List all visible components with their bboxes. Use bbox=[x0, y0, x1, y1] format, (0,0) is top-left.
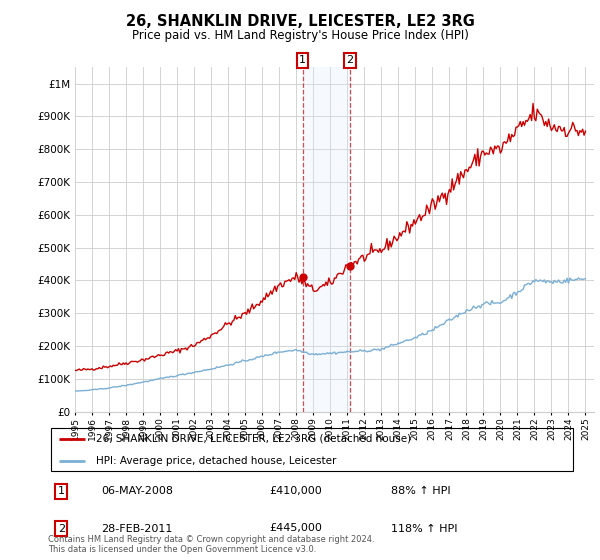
Text: 26, SHANKLIN DRIVE, LEICESTER, LE2 3RG (detached house): 26, SHANKLIN DRIVE, LEICESTER, LE2 3RG (… bbox=[95, 434, 410, 444]
Text: £445,000: £445,000 bbox=[270, 524, 323, 534]
Text: 06-MAY-2008: 06-MAY-2008 bbox=[101, 487, 173, 496]
Text: 2: 2 bbox=[58, 524, 65, 534]
Text: 2: 2 bbox=[346, 55, 353, 66]
Bar bbox=[302, 67, 350, 412]
Text: 26, SHANKLIN DRIVE, LEICESTER, LE2 3RG: 26, SHANKLIN DRIVE, LEICESTER, LE2 3RG bbox=[125, 14, 475, 29]
Text: 1: 1 bbox=[299, 55, 306, 66]
Text: 118% ↑ HPI: 118% ↑ HPI bbox=[391, 524, 458, 534]
Text: £410,000: £410,000 bbox=[270, 487, 323, 496]
Text: 88% ↑ HPI: 88% ↑ HPI bbox=[391, 487, 451, 496]
Text: Contains HM Land Registry data © Crown copyright and database right 2024.
This d: Contains HM Land Registry data © Crown c… bbox=[48, 535, 374, 554]
Text: 28-FEB-2011: 28-FEB-2011 bbox=[101, 524, 172, 534]
Text: 1: 1 bbox=[58, 487, 65, 496]
Text: Price paid vs. HM Land Registry's House Price Index (HPI): Price paid vs. HM Land Registry's House … bbox=[131, 29, 469, 42]
Text: HPI: Average price, detached house, Leicester: HPI: Average price, detached house, Leic… bbox=[95, 456, 336, 466]
